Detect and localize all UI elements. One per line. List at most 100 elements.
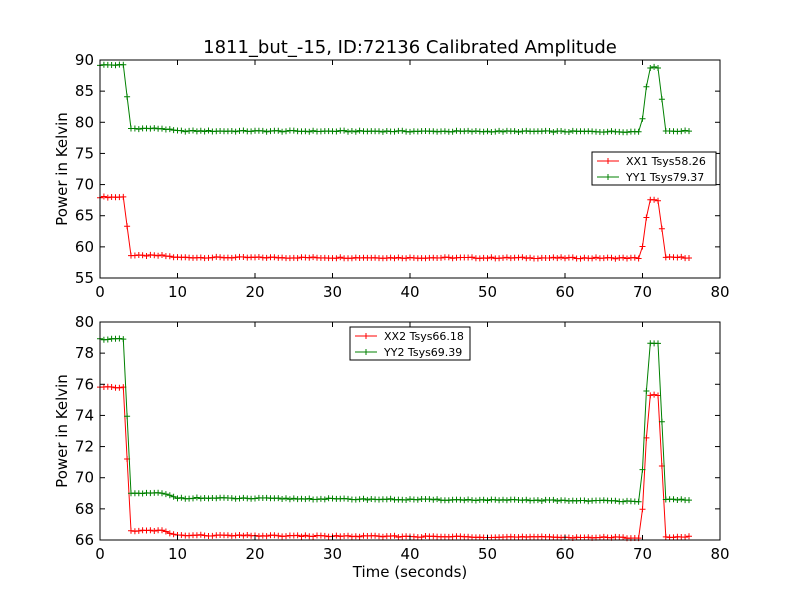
data-point (546, 255, 553, 261)
x-tick-label: 10 (168, 545, 187, 563)
y-tick-label: 90 (75, 51, 94, 69)
data-point (240, 532, 247, 539)
data-point (635, 498, 642, 505)
data-point (383, 496, 390, 503)
data-point (170, 493, 177, 500)
data-point (128, 527, 134, 534)
data-point (651, 391, 658, 398)
data-point (290, 495, 297, 502)
x-tick-label: 20 (245, 283, 264, 301)
data-point (159, 527, 165, 534)
data-point (643, 214, 650, 221)
y-tick-label: 55 (75, 269, 94, 287)
legend-marker (363, 333, 369, 339)
data-point (197, 127, 204, 134)
data-point (445, 497, 452, 504)
data-point (678, 253, 685, 260)
data-point (379, 533, 386, 540)
data-point (294, 255, 301, 262)
data-point (159, 490, 165, 497)
data-point (120, 193, 127, 200)
legend-marker (605, 158, 611, 164)
data-point (333, 532, 340, 539)
data-point (100, 193, 107, 200)
legend-marker (363, 349, 369, 355)
data-point (166, 126, 173, 133)
data-point (430, 128, 437, 135)
data-point (496, 127, 503, 134)
data-point (511, 128, 518, 135)
data-point (565, 129, 572, 135)
data-point (263, 254, 270, 261)
data-point (655, 392, 661, 399)
data-point (608, 128, 615, 135)
data-point (554, 498, 561, 504)
data-point (484, 497, 491, 504)
data-point (147, 527, 154, 534)
data-point (341, 127, 348, 134)
data-point (170, 531, 177, 538)
data-point (197, 254, 204, 261)
data-point (135, 527, 142, 534)
data-point (310, 127, 317, 134)
data-point (639, 243, 646, 250)
data-point (139, 490, 146, 497)
data-point (686, 128, 692, 135)
data-point (275, 495, 282, 502)
x-tick-label: 60 (555, 283, 574, 301)
data-point (356, 127, 363, 134)
data-point (445, 254, 452, 261)
y-tick-label: 76 (75, 375, 94, 393)
data-point (259, 127, 266, 134)
data-point (139, 252, 146, 259)
data-point (631, 254, 638, 261)
y-tick-label: 68 (75, 500, 94, 518)
data-point (589, 255, 596, 262)
data-point (674, 497, 681, 503)
y-tick-label: 75 (75, 144, 94, 162)
data-point (670, 534, 677, 541)
data-point (465, 496, 472, 503)
data-point (414, 496, 421, 503)
data-point (585, 534, 592, 541)
data-point (391, 128, 398, 135)
data-point (585, 498, 592, 505)
y-tick-label: 85 (75, 82, 94, 100)
legend-marker (605, 174, 611, 180)
data-point (686, 497, 692, 504)
data-point (360, 495, 367, 502)
data-point (302, 496, 309, 503)
data-point (209, 254, 216, 261)
data-point (143, 253, 150, 259)
data-point (271, 254, 278, 261)
data-point (387, 254, 394, 261)
data-point (639, 115, 646, 122)
data-point (135, 126, 142, 133)
data-point (162, 528, 169, 535)
data-point (306, 128, 313, 135)
data-point (255, 254, 262, 260)
data-point (519, 254, 526, 261)
data-point (554, 255, 561, 262)
data-point (104, 336, 111, 343)
data-point (290, 127, 297, 134)
data-point (527, 254, 534, 261)
data-point (244, 532, 251, 538)
x-tick-label: 80 (710, 283, 729, 301)
data-point (550, 496, 557, 503)
data-point (124, 223, 131, 230)
legend: XX1 Tsys58.26 YY1 Tsys79.37 (591, 151, 717, 186)
data-point (252, 495, 258, 502)
data-point (159, 125, 165, 132)
data-point (472, 497, 479, 504)
data-point (306, 254, 313, 261)
chart-panel-1: 0 10 20 30 40 50 60 70 80 55 60 65 70 75 80 85 90 Power i… (53, 51, 730, 301)
legend-box (349, 326, 471, 361)
data-point (534, 255, 541, 262)
data-point (562, 497, 568, 504)
data-point (534, 497, 541, 504)
data-point (193, 128, 200, 135)
y-tick-label: 80 (75, 113, 94, 131)
data-point (635, 255, 642, 262)
